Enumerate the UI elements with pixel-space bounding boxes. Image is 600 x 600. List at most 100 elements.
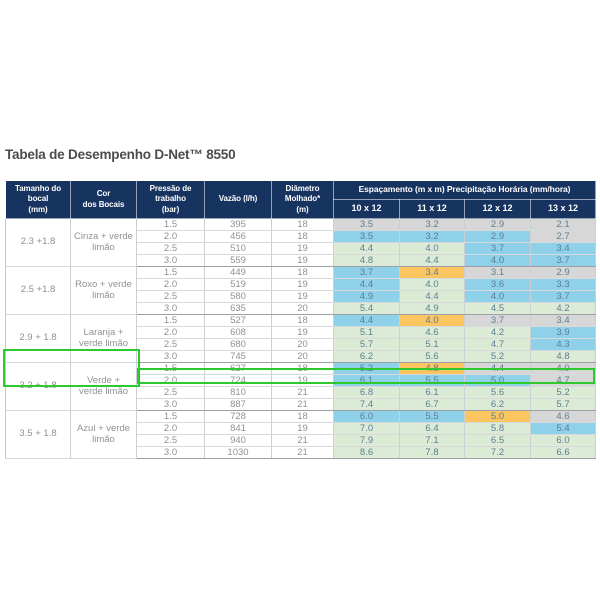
precipitation-cell: 5.6 bbox=[399, 350, 465, 363]
nozzle-color-cell: Roxo + verde limão bbox=[70, 266, 137, 315]
table-row: 3.0 559 19 4.8 4.4 4.0 3.7 bbox=[6, 254, 597, 267]
precipitation-cell: 3.4 bbox=[399, 266, 465, 279]
diameter-cell: 20 bbox=[271, 350, 334, 363]
performance-table: Tamanho do bocal (mm) Cor dos Bocais Pre… bbox=[5, 180, 597, 459]
flow-cell: 680 bbox=[204, 338, 272, 351]
flow-cell: 635 bbox=[204, 302, 272, 315]
precipitation-cell: 4.0 bbox=[464, 290, 531, 303]
col-header-spacing-11x12: 11 x 12 bbox=[399, 199, 465, 219]
table-row: 3.0 1030 21 8.6 7.8 7.2 6.6 bbox=[6, 446, 597, 459]
precipitation-cell: 2.9 bbox=[464, 218, 531, 231]
flow-cell: 395 bbox=[204, 218, 272, 231]
precipitation-cell: 6.2 bbox=[333, 350, 400, 363]
precipitation-cell: 4.7 bbox=[464, 338, 531, 351]
flow-cell: 449 bbox=[204, 266, 272, 279]
pressure-cell: 3.0 bbox=[136, 446, 205, 459]
diameter-cell: 18 bbox=[271, 218, 334, 231]
precipitation-cell: 4.4 bbox=[399, 290, 465, 303]
table-row: 2.5 510 19 4.4 4.0 3.7 3.4 bbox=[6, 242, 597, 255]
page-title: Tabela de Desempenho D-Net™ 8550 bbox=[5, 147, 236, 162]
diameter-cell: 20 bbox=[271, 302, 334, 315]
precipitation-cell: 4.0 bbox=[399, 314, 465, 327]
precipitation-cell: 6.0 bbox=[530, 434, 597, 447]
precipitation-cell: 4.6 bbox=[530, 410, 597, 423]
precipitation-cell: 6.4 bbox=[399, 422, 465, 435]
precipitation-cell: 5.7 bbox=[333, 338, 400, 351]
precipitation-cell: 4.4 bbox=[333, 314, 400, 327]
table-row: 2.0 456 18 3.5 3.2 2.9 2.7 bbox=[6, 230, 597, 243]
precipitation-cell: 2.9 bbox=[464, 230, 531, 243]
diameter-cell: 21 bbox=[271, 386, 334, 399]
diameter-cell: 19 bbox=[271, 254, 334, 267]
precipitation-cell: 3.4 bbox=[530, 314, 597, 327]
col-header-nozzle-size: Tamanho do bocal (mm) bbox=[5, 180, 71, 219]
precipitation-cell: 4.4 bbox=[333, 278, 400, 291]
precipitation-cell: 5.8 bbox=[464, 422, 531, 435]
flow-cell: 527 bbox=[204, 314, 272, 327]
precipitation-cell: 3.6 bbox=[464, 278, 531, 291]
pressure-cell: 3.0 bbox=[136, 302, 205, 315]
pressure-cell: 3.0 bbox=[136, 254, 205, 267]
diameter-cell: 20 bbox=[271, 338, 334, 351]
precipitation-cell: 3.5 bbox=[333, 230, 400, 243]
precipitation-cell: 5.4 bbox=[530, 422, 597, 435]
precipitation-cell: 6.1 bbox=[399, 386, 465, 399]
pressure-cell: 2.5 bbox=[136, 434, 205, 447]
nozzle-size-cell: 3.5 + 1.8 bbox=[5, 410, 71, 459]
precipitation-cell: 7.1 bbox=[399, 434, 465, 447]
precipitation-cell: 4.2 bbox=[530, 302, 597, 315]
nozzle-color-cell: Azul + verde limão bbox=[70, 410, 137, 459]
precipitation-cell: 4.0 bbox=[464, 254, 531, 267]
table-row: 2.5 810 21 6.8 6.1 5.6 5.2 bbox=[6, 386, 597, 399]
nozzle-size-cell: 2.3 +1.8 bbox=[5, 218, 71, 267]
table-row: 2.9 + 1.8 Laranja + verde limão 1.5 527 18 4.… bbox=[5, 314, 597, 363]
diameter-cell: 21 bbox=[271, 434, 334, 447]
precipitation-cell: 2.9 bbox=[530, 266, 597, 279]
table-row: 3.0 635 20 5.4 4.9 4.5 4.2 bbox=[6, 302, 597, 315]
diameter-cell: 19 bbox=[271, 242, 334, 255]
pressure-cell: 1.5 bbox=[136, 266, 205, 279]
col-header-spacing-12x12: 12 x 12 bbox=[464, 199, 531, 219]
precipitation-cell: 5.2 bbox=[464, 350, 531, 363]
precipitation-cell: 3.7 bbox=[333, 266, 400, 279]
diameter-cell: 18 bbox=[271, 362, 334, 375]
pressure-cell: 1.5 bbox=[136, 410, 205, 423]
nozzle-size-cell: 3.2 + 1.8 bbox=[5, 362, 71, 411]
flow-cell: 940 bbox=[204, 434, 272, 447]
precipitation-cell: 4.0 bbox=[399, 242, 465, 255]
precipitation-cell: 8.6 bbox=[333, 446, 400, 459]
nozzle-size-cell: 2.9 + 1.8 bbox=[5, 314, 71, 363]
nozzle-color-cell: Laranja + verde limão bbox=[70, 314, 137, 363]
precipitation-cell: 5.0 bbox=[464, 410, 531, 423]
precipitation-cell: 5.4 bbox=[333, 302, 400, 315]
flow-cell: 608 bbox=[204, 326, 272, 339]
flow-cell: 728 bbox=[204, 410, 272, 423]
nozzle-color-cell: Cinza + verde limão bbox=[70, 218, 137, 267]
table-row: 3.2 + 1.8 Verde + verde limão 1.5 627 18 5.2 4… bbox=[5, 362, 597, 411]
precipitation-cell: 3.7 bbox=[530, 254, 597, 267]
precipitation-cell: 3.2 bbox=[399, 230, 465, 243]
precipitation-cell: 3.1 bbox=[464, 266, 531, 279]
col-header-spacing-10x12: 10 x 12 bbox=[333, 199, 400, 219]
precipitation-cell: 5.6 bbox=[464, 386, 531, 399]
flow-cell: 724 bbox=[204, 374, 272, 387]
flow-cell: 510 bbox=[204, 242, 272, 255]
diameter-cell: 18 bbox=[271, 410, 334, 423]
precipitation-cell: 4.4 bbox=[399, 254, 465, 267]
pressure-cell: 1.5 bbox=[136, 218, 205, 231]
precipitation-cell: 3.9 bbox=[530, 326, 597, 339]
precipitation-cell: 4.7 bbox=[530, 374, 597, 387]
precipitation-cell: 5.0 bbox=[464, 374, 531, 387]
pressure-cell: 1.5 bbox=[136, 314, 205, 327]
precipitation-cell: 4.4 bbox=[464, 362, 531, 375]
pressure-cell: 3.0 bbox=[136, 350, 205, 363]
precipitation-cell: 4.0 bbox=[530, 362, 597, 375]
diameter-cell: 19 bbox=[271, 326, 334, 339]
precipitation-cell: 3.5 bbox=[333, 218, 400, 231]
precipitation-cell: 7.8 bbox=[399, 446, 465, 459]
flow-cell: 887 bbox=[204, 398, 272, 411]
precipitation-cell: 4.0 bbox=[399, 278, 465, 291]
diameter-cell: 19 bbox=[271, 422, 334, 435]
precipitation-cell: 5.2 bbox=[333, 362, 400, 375]
table-row: 2.5 680 20 5.7 5.1 4.7 4.3 bbox=[6, 338, 597, 351]
